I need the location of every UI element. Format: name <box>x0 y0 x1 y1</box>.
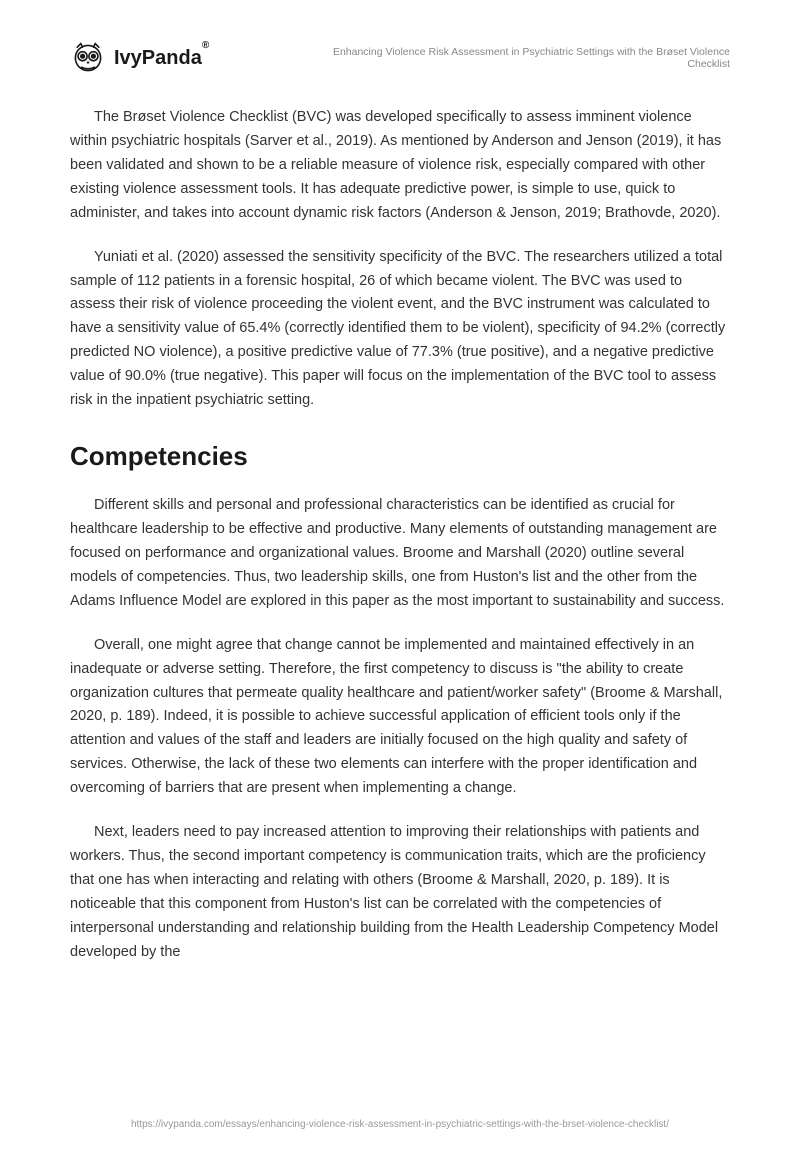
brand-trademark: ® <box>202 40 209 51</box>
paragraph-3: Different skills and personal and profes… <box>70 494 730 614</box>
brand-name-text: IvyPanda <box>114 47 202 69</box>
owl-logo-icon <box>70 40 106 76</box>
footer-url: https://ivypanda.com/essays/enhancing-vi… <box>0 1119 800 1130</box>
heading-competencies: Competencies <box>70 441 730 472</box>
page-title: Enhancing Violence Risk Assessment in Ps… <box>310 46 730 70</box>
document-content: The Brøset Violence Checklist (BVC) was … <box>70 106 730 965</box>
paragraph-2: Yuniati et al. (2020) assessed the sensi… <box>70 246 730 413</box>
brand-name: IvyPanda® <box>114 47 209 70</box>
page-header: IvyPanda® Enhancing Violence Risk Assess… <box>70 40 730 76</box>
paragraph-5: Next, leaders need to pay increased atte… <box>70 821 730 965</box>
paragraph-1: The Brøset Violence Checklist (BVC) was … <box>70 106 730 226</box>
paragraph-4: Overall, one might agree that change can… <box>70 634 730 801</box>
document-page: IvyPanda® Enhancing Violence Risk Assess… <box>0 0 800 1045</box>
brand-container: IvyPanda® <box>70 40 209 76</box>
